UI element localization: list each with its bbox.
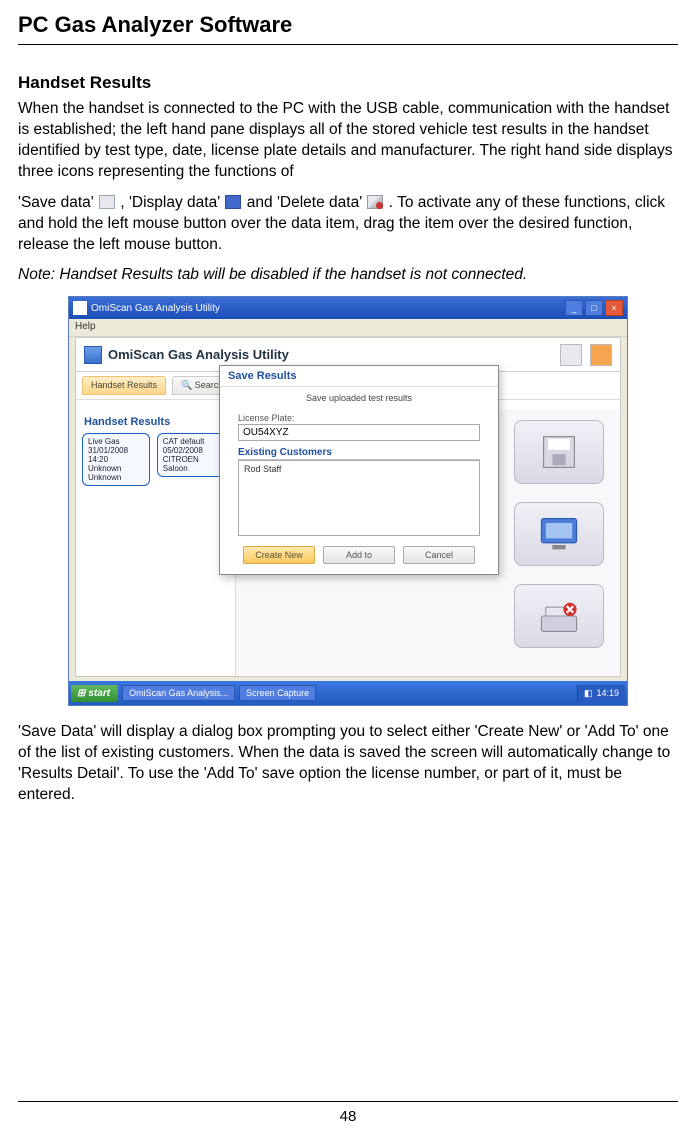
add-to-button[interactable]: Add to — [323, 546, 395, 564]
page-title: PC Gas Analyzer Software — [18, 12, 678, 38]
text-fragment: and 'Delete data' — [247, 194, 367, 211]
menu-bar: Help — [69, 319, 627, 337]
result-card[interactable]: Live Gas 31/01/2008 14:20 Unknown Unknow… — [82, 433, 150, 486]
app-header-icon — [84, 346, 102, 364]
dialog-body: License Plate: Existing Customers Rod St… — [220, 409, 498, 574]
maximize-button[interactable]: □ — [585, 300, 603, 316]
page-number: 48 — [18, 1108, 678, 1125]
minimize-button[interactable]: _ — [565, 300, 583, 316]
taskbar-item[interactable]: OmiScan Gas Analysis... — [122, 685, 235, 701]
page-footer: 48 — [18, 1101, 678, 1125]
app-screenshot: OmiScan Gas Analysis Utility _ □ × Help … — [68, 296, 628, 706]
top-rule — [18, 44, 678, 45]
header-save-icon[interactable] — [560, 344, 582, 366]
display-function-icon[interactable] — [514, 502, 604, 566]
pane-title: Handset Results — [80, 414, 231, 430]
tab-handset-results[interactable]: Handset Results — [82, 376, 166, 395]
taskbar-item[interactable]: Screen Capture — [239, 685, 316, 701]
text-fragment: , 'Display data' — [120, 194, 224, 211]
save-function-icon[interactable] — [514, 420, 604, 484]
close-button[interactable]: × — [605, 300, 623, 316]
card-line: 05/02/2008 — [163, 446, 219, 455]
card-line: CITROEN — [163, 455, 219, 464]
header-action-icon[interactable] — [590, 344, 612, 366]
dialog-buttons: Create New Add to Cancel — [238, 546, 480, 564]
save-results-dialog: Save Results Save uploaded test results … — [219, 365, 499, 575]
create-new-button[interactable]: Create New — [243, 546, 315, 564]
bottom-rule — [18, 1101, 678, 1102]
result-card[interactable]: CAT default 05/02/2008 CITROEN Saloon — [157, 433, 225, 477]
left-pane: Handset Results Live Gas 31/01/2008 14:2… — [76, 410, 236, 676]
start-button[interactable]: ⊞ start — [71, 685, 118, 702]
save-data-paragraph: 'Save Data' will display a dialog box pr… — [18, 722, 678, 806]
windows-flag-icon: ⊞ — [77, 688, 85, 699]
app-icon — [73, 301, 87, 315]
dialog-title: Save Results — [220, 366, 498, 387]
app-header-title: OmiScan Gas Analysis Utility — [108, 347, 289, 362]
menu-help[interactable]: Help — [75, 321, 96, 332]
cancel-button[interactable]: Cancel — [403, 546, 475, 564]
window-buttons: _ □ × — [565, 300, 623, 316]
card-line: Live Gas — [88, 437, 144, 446]
system-tray: ◧ 14:19 — [577, 685, 625, 702]
start-label: start — [88, 688, 110, 699]
card-line: Unknown — [88, 464, 144, 473]
card-line: Unknown — [88, 473, 144, 482]
license-plate-input[interactable] — [238, 424, 480, 441]
existing-customers-list[interactable]: Rod Staff — [238, 460, 480, 536]
intro-paragraph: When the handset is connected to the PC … — [18, 99, 678, 183]
delete-data-icon — [367, 195, 383, 209]
card-line: 31/01/2008 14:20 — [88, 446, 144, 464]
note-paragraph: Note: Handset Results tab will be disabl… — [18, 265, 678, 286]
delete-function-icon[interactable] — [514, 584, 604, 648]
taskbar: ⊞ start OmiScan Gas Analysis... Screen C… — [69, 681, 627, 705]
window-title: OmiScan Gas Analysis Utility — [91, 303, 565, 314]
dialog-subtitle: Save uploaded test results — [220, 387, 498, 409]
text-fragment: 'Save data' — [18, 194, 98, 211]
clock: 14:19 — [596, 688, 619, 698]
function-icon-stack — [514, 420, 604, 648]
save-data-icon — [99, 195, 115, 209]
license-label: License Plate: — [238, 413, 480, 423]
existing-customers-header: Existing Customers — [238, 447, 480, 460]
tray-icon[interactable]: ◧ — [584, 688, 593, 699]
window-titlebar: OmiScan Gas Analysis Utility _ □ × — [69, 297, 627, 319]
display-data-icon — [225, 195, 241, 209]
section-heading: Handset Results — [18, 73, 678, 93]
card-line: CAT default — [163, 437, 219, 446]
functions-paragraph: 'Save data' , 'Display data' and 'Delete… — [18, 193, 678, 256]
card-line: Saloon — [163, 464, 219, 473]
customer-item[interactable]: Rod Staff — [244, 464, 474, 474]
